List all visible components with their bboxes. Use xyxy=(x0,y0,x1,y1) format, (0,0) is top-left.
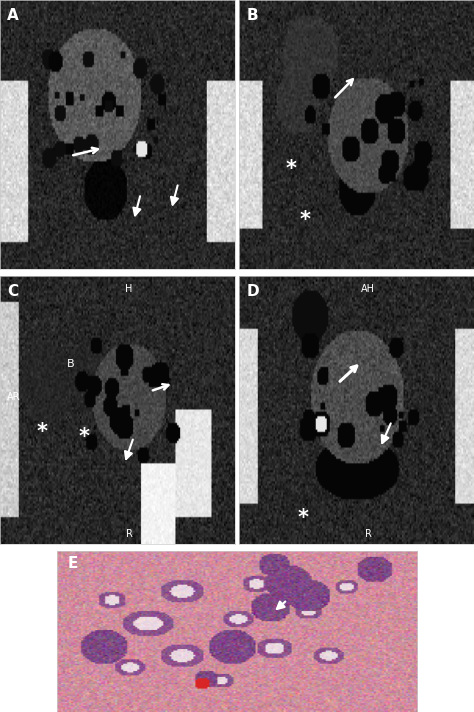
Text: D: D xyxy=(246,284,259,299)
Text: C: C xyxy=(7,284,18,299)
Text: *: * xyxy=(300,210,310,231)
Text: B: B xyxy=(246,8,258,23)
Text: *: * xyxy=(37,422,48,441)
Text: R: R xyxy=(365,529,372,539)
Text: AR: AR xyxy=(7,392,20,402)
Text: B: B xyxy=(66,360,74,370)
Text: *: * xyxy=(79,427,90,447)
Text: E: E xyxy=(68,556,78,571)
Text: AH: AH xyxy=(361,284,375,294)
Text: H: H xyxy=(125,284,133,294)
Text: *: * xyxy=(297,508,308,528)
Text: A: A xyxy=(7,8,19,23)
Text: R: R xyxy=(126,529,133,539)
Text: *: * xyxy=(285,159,296,179)
